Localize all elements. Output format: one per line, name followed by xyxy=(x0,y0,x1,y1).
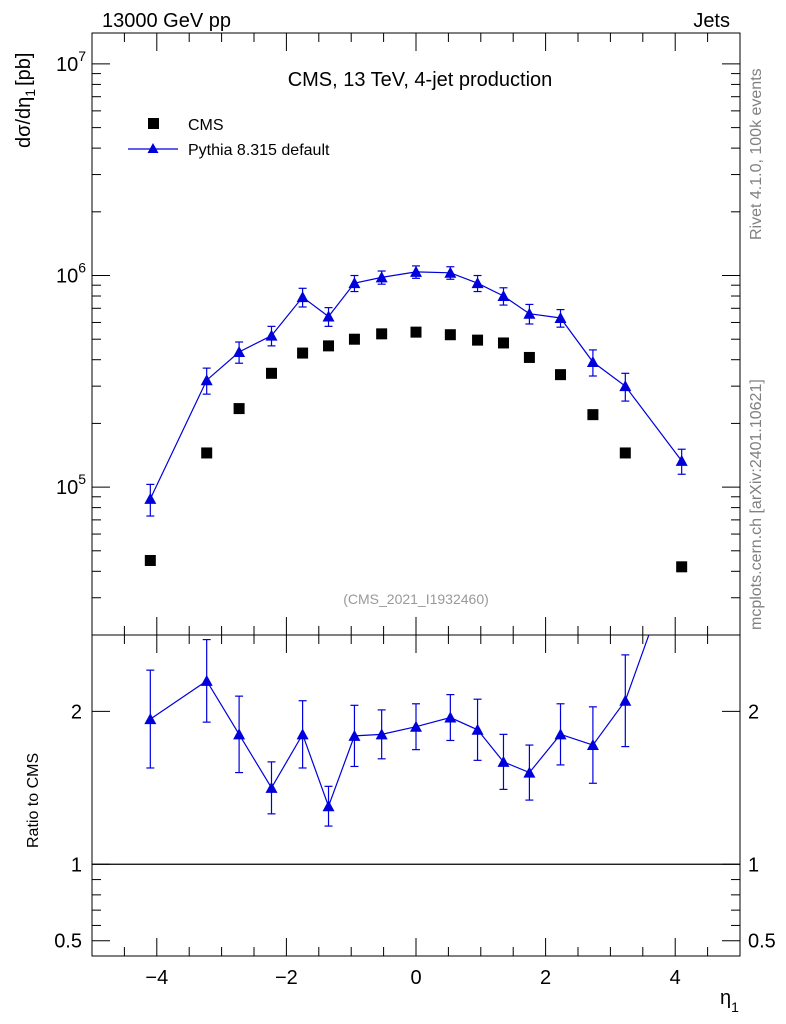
main-y-ticks xyxy=(92,63,740,636)
process-label: 13000 GeV pp xyxy=(102,10,231,32)
ratio-point xyxy=(144,713,157,725)
x-ticks xyxy=(123,33,709,956)
mc-point xyxy=(265,329,278,341)
mc-point xyxy=(348,277,361,289)
ratio-point xyxy=(410,720,422,732)
ratio-plot-frame xyxy=(91,634,741,957)
mc-point xyxy=(144,492,157,504)
data-point xyxy=(472,334,484,346)
main-series-group xyxy=(144,265,688,573)
ratio-series-group xyxy=(144,537,688,827)
legend-mc-label: Pythia 8.315 default xyxy=(188,142,330,159)
data-point xyxy=(619,447,631,459)
analysis-group-label: Jets xyxy=(693,10,730,32)
ratio-point xyxy=(296,728,309,740)
ratio-point xyxy=(265,781,278,793)
ratio-point xyxy=(471,723,484,735)
data-point xyxy=(233,403,245,415)
ratio-point xyxy=(497,755,510,767)
data-point xyxy=(297,347,309,359)
mc-point xyxy=(471,277,484,289)
x-axis-title: η1 xyxy=(720,987,739,1015)
y-tick-label-1e6: 106 xyxy=(56,260,86,288)
mc-line xyxy=(149,271,683,500)
ratio-point xyxy=(200,674,213,686)
data-point xyxy=(523,351,535,363)
ratio-tick-label-right-1: 1 xyxy=(748,854,759,876)
mc-point xyxy=(586,356,599,368)
ratio-tick-label-1: 1 xyxy=(71,854,82,876)
mc-point xyxy=(675,454,688,466)
mc-point xyxy=(375,271,388,283)
x-tick-label--2: −2 xyxy=(275,967,298,989)
ratio-point xyxy=(233,728,246,740)
data-point xyxy=(265,367,277,379)
ratio-point xyxy=(322,800,335,812)
mc-point xyxy=(410,265,422,277)
x-tick-label-2: 2 xyxy=(540,967,551,989)
y-axis-title: dσ/dη1[pb] xyxy=(13,53,38,148)
analysis-id-annotation: (CMS_2021_I1932460) xyxy=(343,591,489,607)
mc-point xyxy=(296,291,309,303)
legend-cms-label: CMS xyxy=(188,117,224,134)
x-tick-label-0: 0 xyxy=(410,967,421,989)
ratio-point xyxy=(554,728,567,740)
data-point xyxy=(497,337,509,349)
data-point xyxy=(555,369,567,381)
data-point xyxy=(144,554,156,566)
data-point xyxy=(323,340,335,352)
ratio-tick-label-0.5: 0.5 xyxy=(54,931,82,953)
ratio-point xyxy=(619,694,632,706)
data-point xyxy=(376,328,388,340)
data-point xyxy=(587,409,599,421)
ratio-point xyxy=(676,537,688,548)
data-point xyxy=(410,326,422,338)
chart-title: CMS, 13 TeV, 4-jet production xyxy=(288,69,553,91)
mc-point xyxy=(200,374,213,386)
x-tick-label-4: 4 xyxy=(670,967,681,989)
ratio-point xyxy=(586,739,599,751)
ratio-tick-label-right-2: 2 xyxy=(748,701,759,723)
data-point xyxy=(348,333,360,345)
source-label: mcplots.cern.ch [arXiv:2401.10621] xyxy=(748,379,765,630)
ratio-line xyxy=(149,635,650,808)
ratio-point xyxy=(348,729,361,741)
mc-point xyxy=(497,290,510,302)
data-point xyxy=(201,447,213,459)
rivet-version-label: Rivet 4.1.0, 100k events xyxy=(748,68,765,240)
ratio-tick-label-2: 2 xyxy=(71,701,82,723)
mc-point xyxy=(233,346,246,358)
mc-point xyxy=(619,380,632,392)
ratio-point xyxy=(444,711,457,723)
ratio-y-ticks xyxy=(92,710,740,942)
mc-point xyxy=(523,307,536,319)
ratio-y-axis-title: Ratio to CMS xyxy=(25,753,42,848)
y-tick-label-1e5: 105 xyxy=(56,471,86,499)
data-point xyxy=(444,329,456,341)
mc-point xyxy=(554,311,567,323)
data-point xyxy=(676,561,688,573)
legend-mc-marker xyxy=(147,143,159,153)
mc-point xyxy=(322,310,335,322)
mc-point xyxy=(444,266,457,278)
legend-cms-marker xyxy=(148,118,159,129)
x-tick-label--4: −4 xyxy=(145,967,168,989)
ratio-tick-label-right-0.5: 0.5 xyxy=(748,931,776,953)
ratio-point xyxy=(523,766,536,778)
y-tick-label-1e7: 107 xyxy=(56,48,86,76)
legend: CMS Pythia 8.315 default xyxy=(128,117,330,159)
ratio-point xyxy=(375,728,388,740)
